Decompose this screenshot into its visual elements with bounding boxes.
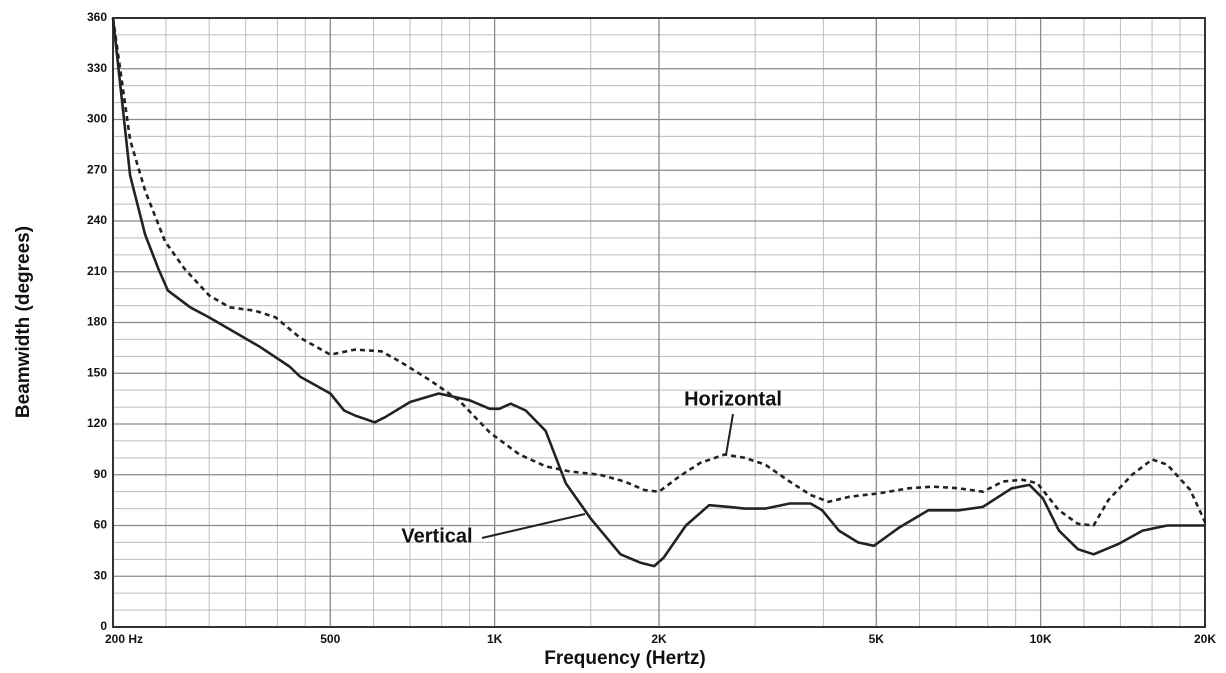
series-line — [111, 17, 1205, 568]
y-tick-label: 270 — [87, 162, 107, 176]
series-label: Horizontal — [684, 388, 782, 410]
y-tick-label: 300 — [87, 112, 107, 126]
x-axis-title: Frequency (Hertz) — [544, 648, 706, 669]
x-tick-label: 10K — [1030, 632, 1052, 646]
label-leader — [481, 513, 586, 539]
series-line — [111, 17, 1207, 527]
x-tick-label: 5K — [869, 632, 885, 646]
y-tick-label: 120 — [87, 416, 107, 430]
y-tick-label: 150 — [87, 365, 107, 379]
label-leader — [725, 413, 734, 456]
x-tick-label: 500 — [320, 632, 340, 646]
y-tick-label: 0 — [100, 619, 107, 633]
x-tick-label: 2K — [651, 632, 667, 646]
y-tick-label: 210 — [87, 264, 107, 278]
y-tick-label: 240 — [87, 213, 107, 227]
x-tick-label: 1K — [487, 632, 503, 646]
plot-frame — [112, 17, 1206, 628]
y-tick-label: 360 — [87, 10, 107, 24]
x-tick-label: 200 Hz — [105, 632, 143, 646]
series-label: Vertical — [401, 525, 472, 547]
y-tick-label: 90 — [94, 467, 108, 481]
y-tick-label: 30 — [94, 568, 108, 582]
y-axis-title: Beamwidth (degrees) — [13, 226, 34, 418]
x-tick-label: 20K — [1194, 632, 1216, 646]
y-tick-label: 180 — [87, 315, 107, 329]
y-tick-label: 330 — [87, 61, 107, 75]
y-tick-label: 60 — [94, 518, 108, 532]
